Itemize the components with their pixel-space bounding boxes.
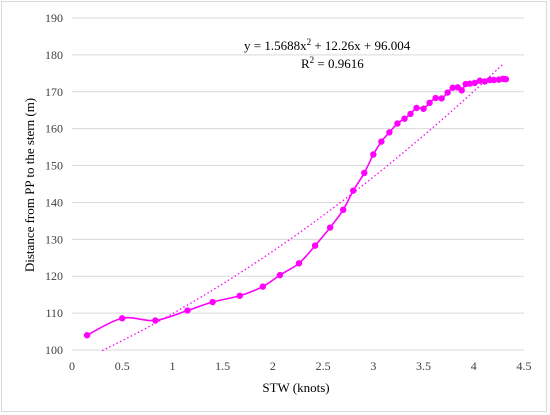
series-line [86,78,507,336]
y-tick-labels: 100 110 120 130 140 150 160 170 180 190 [45,11,63,357]
data-point-3 [184,307,191,314]
data-point-0 [83,332,91,339]
y-tick-label: 100 [45,343,63,357]
data-point-9 [311,242,319,249]
data-point-11 [340,206,347,214]
data-point-16 [386,129,393,136]
x-tick-label: 4.5 [517,359,532,373]
data-point-1 [119,315,126,322]
data-point-18 [401,115,408,122]
data-point-28 [458,87,465,94]
data-point-15 [378,138,385,145]
grid-lines [72,17,524,351]
x-tick-label: 2.5 [316,359,331,373]
y-axis-label: Distance from PP to the stern (m) [22,98,37,272]
y-tick-label: 170 [45,85,63,99]
data-point-19 [407,110,414,118]
data-points [83,75,510,339]
y-tick-label: 180 [45,48,63,62]
x-tick-label: 1 [169,359,175,373]
data-point-20 [413,104,420,112]
data-point-25 [444,89,451,96]
data-point-26 [449,84,456,91]
polynomial-trendline [101,62,505,352]
data-point-4 [209,298,216,306]
data-point-24 [438,95,445,102]
data-point-8 [295,260,303,267]
x-tick-label: 3.5 [416,359,431,373]
data-point-7 [276,271,284,279]
data-point-32 [476,77,484,84]
y-tick-label: 190 [45,11,63,25]
data-point-30 [466,80,473,87]
x-tick-label: 0 [69,359,75,373]
data-point-2 [152,317,159,324]
data-point-5 [236,292,243,299]
data-point-38 [502,76,510,83]
data-point-31 [471,79,478,87]
trendline-equation: y = 1.5688x2 + 12.26x + 96.004 [244,37,411,53]
x-tick-label: 0.5 [115,359,130,373]
x-tick-labels: 0 0.5 1 1.5 2 2.5 3 3.5 4 4.5 [69,359,532,373]
x-tick-label: 1.5 [215,359,230,373]
data-point-12 [350,187,357,194]
data-point-35 [490,76,498,84]
data-point-17 [394,120,401,127]
data-point-23 [432,94,439,102]
y-tick-label: 140 [45,195,63,209]
y-tick-label: 130 [45,232,63,246]
y-tick-label: 110 [45,306,63,320]
y-tick-label: 150 [45,159,63,173]
x-tick-label: 4 [471,359,477,373]
y-tick-label: 160 [45,122,63,136]
y-tick-label: 120 [45,269,63,283]
data-point-13 [361,169,368,177]
data-point-14 [370,151,377,158]
data-point-10 [326,224,334,231]
x-tick-label: 3 [370,359,376,373]
x-axis-label: STW (knots) [262,380,329,395]
data-point-6 [259,283,267,290]
data-point-33 [481,78,489,85]
data-point-21 [420,105,427,112]
data-point-22 [426,99,433,107]
x-tick-label: 2 [270,359,276,373]
r-squared-label: R2 = 0.9616 [301,55,364,71]
